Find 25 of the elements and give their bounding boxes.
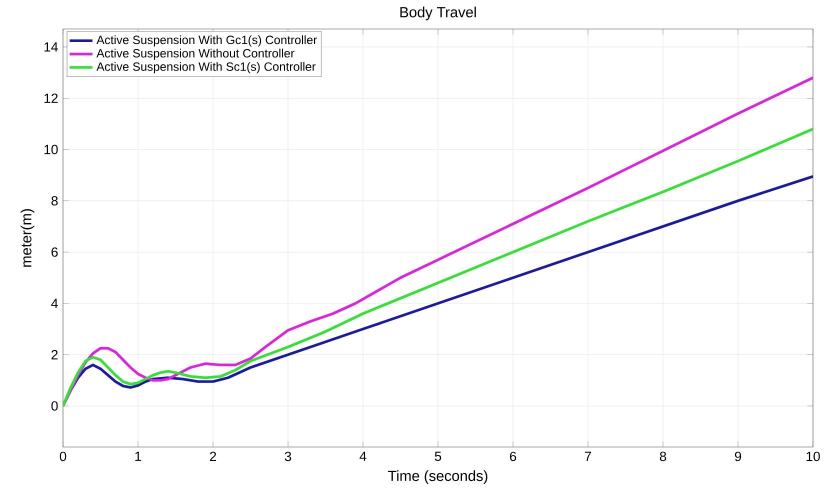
y-tick-label: 14 [44, 42, 58, 52]
y-tick-label: 0 [51, 401, 58, 411]
y-tick-label: 8 [51, 196, 58, 206]
chart-title: Body Travel [400, 6, 476, 20]
x-tick-label: 0 [60, 452, 66, 462]
y-tick-label: 4 [51, 298, 58, 308]
y-tick-label: 2 [52, 350, 58, 360]
x-tick-label: 7 [584, 452, 592, 461]
x-tick-label: 3 [284, 452, 292, 462]
y-tick-label: 12 [44, 94, 58, 103]
x-tick-label: 1 [135, 452, 142, 461]
x-tick-label: 9 [734, 452, 742, 462]
legend-label: Active Suspension With Gc1(s) Controller [96, 35, 317, 47]
x-axis-title: Time (seconds) [388, 470, 488, 484]
x-tick-label: 5 [434, 452, 442, 461]
x-tick-label: 6 [510, 452, 516, 462]
x-tick-label: 4 [360, 452, 366, 461]
y-axis-title: meter(m) [20, 209, 34, 267]
x-tick-label: 2 [210, 452, 216, 462]
legend-label: Active Suspension With Sc1(s) Controller [96, 62, 316, 74]
y-tick-label: 10 [44, 144, 58, 154]
x-tick-label: 10 [806, 452, 820, 462]
legend-label: Active Suspension Without Controller [96, 48, 294, 60]
y-tick-label: 6 [52, 247, 58, 257]
x-tick-label: 8 [660, 452, 666, 462]
